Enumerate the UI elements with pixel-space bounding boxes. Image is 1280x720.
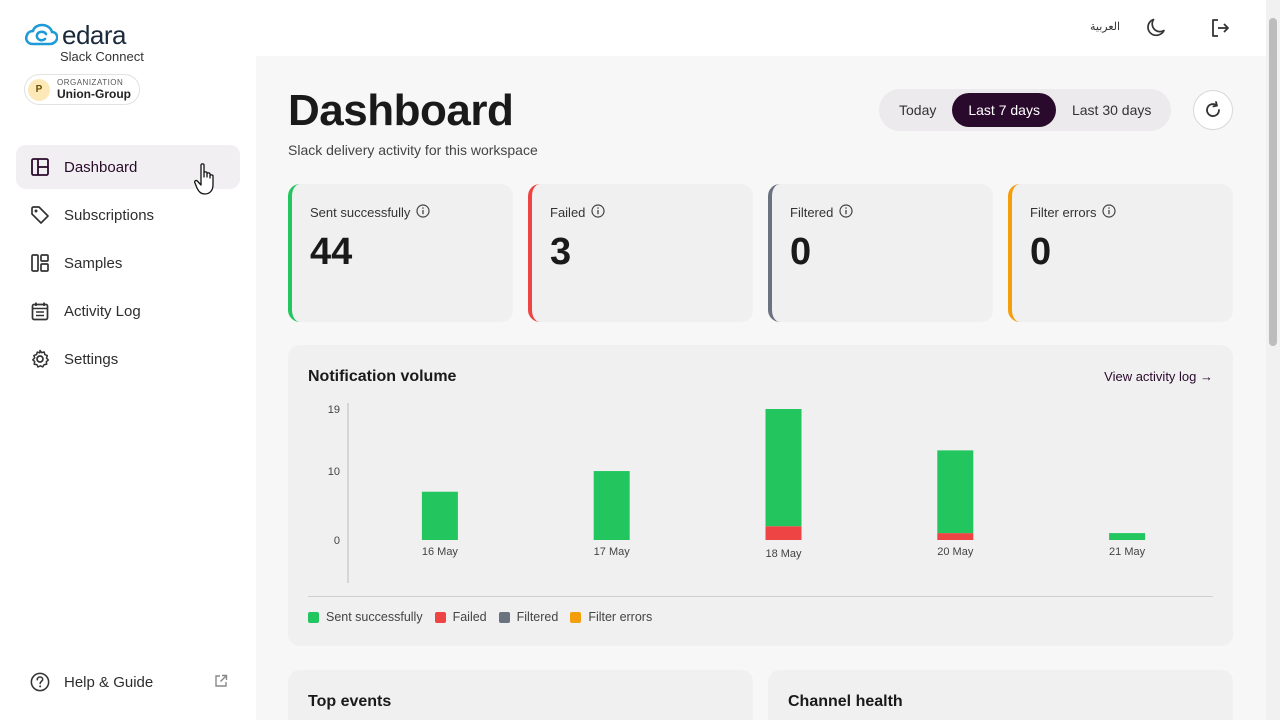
info-icon[interactable] <box>591 204 606 221</box>
sidebar-item-label: Settings <box>64 350 119 368</box>
channel-health-card: Channel health <box>768 670 1233 720</box>
brand-subtitle: Slack Connect <box>60 49 144 64</box>
bar-segment-sent-successfully[interactable] <box>593 471 630 540</box>
refresh-icon <box>1206 101 1220 117</box>
help-label: Help & Guide <box>64 673 154 691</box>
legend-swatch <box>498 611 510 623</box>
range-last-7-days-button[interactable]: Last 7 days <box>952 93 1056 127</box>
legend-swatch <box>434 611 446 623</box>
stat-card-sent: Sent successfully 44 <box>288 184 513 322</box>
gear-icon <box>30 349 50 369</box>
legend-label: Sent successfully <box>326 610 423 624</box>
org-name: Union-Group <box>57 87 131 101</box>
brand-name: edara <box>62 20 127 50</box>
dark-mode-toggle-icon[interactable] <box>1145 16 1169 40</box>
y-tick-label: 0 <box>334 535 340 547</box>
sidebar-item-activity-log[interactable]: Activity Log <box>16 289 240 333</box>
stat-label: Filter errors <box>1030 205 1097 220</box>
tag-icon <box>30 205 50 225</box>
stat-card-filter-errors: Filter errors 0 <box>1008 184 1233 322</box>
bar-segment-sent-successfully[interactable] <box>765 409 802 527</box>
legend-label: Filtered <box>516 610 559 624</box>
page-scrollbar[interactable] <box>1266 0 1280 720</box>
sidebar-item-label: Activity Log <box>64 302 141 320</box>
language-switch[interactable]: العربية <box>1090 21 1121 33</box>
stat-label: Failed <box>550 205 586 220</box>
chart-legend: Sent successfully Failed Filtered Filter er… <box>308 610 664 624</box>
sidebar-item-label: Samples <box>64 254 123 272</box>
range-today-button[interactable]: Today <box>899 102 937 118</box>
calendar-list-icon <box>30 301 50 321</box>
x-tick-label: 16 May <box>422 546 459 558</box>
page-subtitle: Slack delivery activity for this workspa… <box>288 142 538 158</box>
stat-value: 44 <box>310 231 353 273</box>
legend-label: Filter errors <box>588 610 653 624</box>
stat-value: 0 <box>1030 231 1052 273</box>
legend-item: Failed <box>434 610 487 624</box>
x-tick-label: 20 May <box>937 546 974 558</box>
help-circle-icon <box>30 672 50 692</box>
bar-segment-sent-successfully[interactable] <box>937 450 974 534</box>
org-avatar: P <box>28 78 50 101</box>
page-title: Dashboard <box>288 86 514 135</box>
sidebar-item-samples[interactable]: Samples <box>16 241 240 285</box>
brand[interactable]: edara <box>24 20 127 50</box>
legend-label: Failed <box>452 610 487 624</box>
top-events-card: Top events <box>288 670 753 720</box>
notification-volume-chart: 0 10 19 16 May 17 May 18 May 20 May 21 May <box>328 403 1146 583</box>
chart-title: Notification volume <box>308 368 457 385</box>
notification-volume-card: Notification volume View activity log → … <box>288 345 1233 646</box>
scrollbar-thumb[interactable] <box>1269 18 1277 346</box>
range-last-30-days-button[interactable]: Last 30 days <box>1071 102 1152 118</box>
sidebar-item-label: Dashboard <box>64 158 138 176</box>
layout-icon <box>30 157 50 177</box>
stat-value: 0 <box>790 231 812 273</box>
sidebar-item-label: Subscriptions <box>64 206 155 224</box>
external-link-icon <box>214 674 228 693</box>
bar-segment-sent-successfully[interactable] <box>1109 533 1146 540</box>
legend-swatch <box>308 611 319 623</box>
sidebar: edara Slack Connect P ORGANIZATION Union… <box>0 0 256 720</box>
bar-segment-failed[interactable] <box>765 526 802 540</box>
stat-label: Sent successfully <box>310 205 411 220</box>
y-tick-label: 19 <box>328 404 340 416</box>
date-range-selector: Today Last 7 days Last 30 days <box>879 89 1172 131</box>
info-icon[interactable] <box>1102 204 1117 221</box>
channel-health-title: Channel health <box>788 693 903 710</box>
top-events-title: Top events <box>308 693 392 710</box>
grid-icon <box>30 253 50 273</box>
stat-label: Filtered <box>790 205 834 220</box>
legend-item: Sent successfully <box>308 610 423 624</box>
info-icon[interactable] <box>839 204 853 221</box>
cloud-logo-icon <box>24 23 58 46</box>
chart-divider <box>308 596 1213 597</box>
bar-segment-sent-successfully[interactable] <box>421 491 458 540</box>
stat-value: 3 <box>550 231 572 273</box>
y-tick-label: 10 <box>328 466 340 478</box>
view-activity-log-link[interactable]: View activity log → <box>1104 369 1213 384</box>
legend-swatch <box>570 611 582 623</box>
info-icon[interactable] <box>416 204 431 221</box>
topbar <box>256 0 1266 56</box>
x-tick-label: 17 May <box>594 546 631 558</box>
hand-pointer-cursor-icon <box>194 163 214 195</box>
logout-icon[interactable] <box>1208 16 1232 40</box>
help-guide-link[interactable]: Help & Guide <box>16 660 240 704</box>
refresh-button[interactable] <box>1193 90 1233 130</box>
x-tick-label: 18 May <box>765 548 802 560</box>
org-label: ORGANIZATION <box>57 78 124 87</box>
bar-segment-failed[interactable] <box>937 533 974 540</box>
organization-badge[interactable]: P ORGANIZATION Union-Group <box>24 74 140 105</box>
x-tick-label: 21 May <box>1109 546 1146 558</box>
legend-item: Filter errors <box>570 610 652 624</box>
stat-card-failed: Failed 3 <box>528 184 753 322</box>
sidebar-item-settings[interactable]: Settings <box>16 337 240 381</box>
sidebar-item-subscriptions[interactable]: Subscriptions <box>16 193 240 237</box>
legend-item: Filtered <box>498 610 559 624</box>
stat-card-filtered: Filtered 0 <box>768 184 993 322</box>
